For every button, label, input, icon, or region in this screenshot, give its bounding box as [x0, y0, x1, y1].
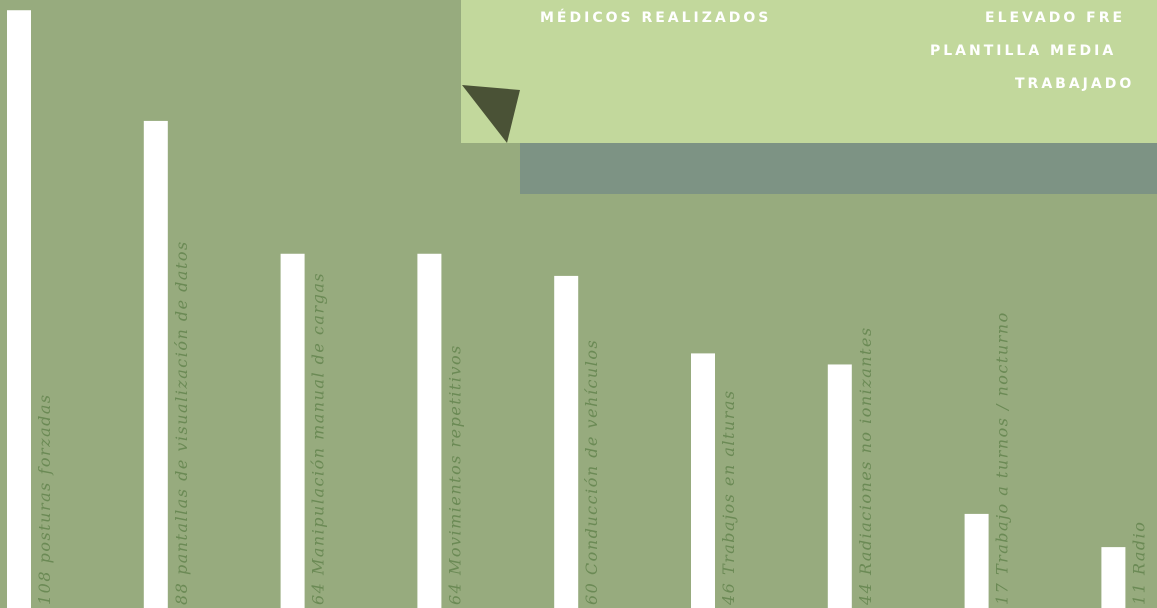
bar-value: 44 [856, 582, 875, 606]
bar [1101, 547, 1126, 608]
bar-value: 88 [172, 582, 191, 605]
bar-label: 64 Manipulación manual de cargas [309, 272, 328, 605]
bar-label: 108 posturas forzadas [35, 393, 54, 605]
bar-category: Movimientos repetitivos [445, 344, 464, 576]
bar-value: 46 [719, 582, 738, 606]
bar-category: Conducción de vehículos [582, 339, 601, 575]
bar-category: posturas forzadas [35, 393, 54, 563]
bar [964, 513, 989, 608]
bar-category: Manipulación manual de cargas [309, 272, 328, 576]
right-line: ELEVADO FRE [985, 10, 1125, 26]
bar-value: 60 [582, 582, 601, 605]
right-line: TRABAJADO [1015, 76, 1134, 92]
bar [417, 253, 442, 608]
bar [554, 275, 579, 608]
bar-value: 108 [35, 570, 54, 605]
header-panel [461, 0, 1157, 143]
bar-label: 46 Trabajos en alturas [719, 389, 738, 606]
bar-label: 60 Conducción de vehículos [582, 339, 601, 605]
bar-category: Trabajo a turnos / nocturno [993, 311, 1012, 575]
bar-label: 88 pantallas de visualización de datos [172, 240, 191, 605]
bar-label: 64 Movimientos repetitivos [445, 344, 464, 605]
bar-value: 64 [445, 582, 464, 605]
bar-label: 44 Radiaciones no ionizantes [856, 326, 875, 606]
bar-category: Radio [1129, 521, 1148, 576]
bar-label: 11 Radio [1129, 521, 1148, 605]
bar [827, 364, 852, 608]
bar-category: Radiaciones no ionizantes [856, 326, 875, 576]
center-title: MÉDICOS REALIZADOS [540, 9, 771, 26]
bar [143, 120, 168, 608]
bar-value: 17 [993, 582, 1012, 605]
bar [280, 253, 305, 608]
bar-value: 64 [309, 582, 328, 605]
bar-value: 11 [1129, 582, 1148, 605]
bar [7, 10, 31, 608]
header-band [520, 143, 1157, 194]
bar-label: 17 Trabajo a turnos / nocturno [993, 311, 1012, 605]
pointer-triangle [462, 85, 520, 143]
right-line: PLANTILLA MEDIA [930, 43, 1116, 59]
bar-category: Trabajos en alturas [719, 389, 738, 575]
bar [691, 353, 715, 608]
bar-category: pantallas de visualización de datos [172, 240, 191, 575]
